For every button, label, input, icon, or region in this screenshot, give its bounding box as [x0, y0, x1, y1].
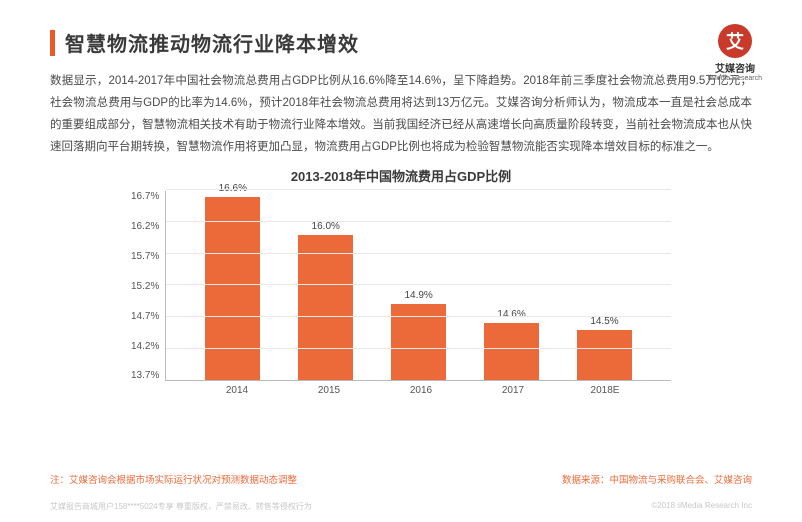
y-tick-label: 14.7%: [131, 311, 159, 322]
x-tick-label: 2018E: [575, 385, 635, 396]
bar-value-label: 14.5%: [590, 316, 618, 327]
logo-text-cn: 艾媒咨询: [715, 60, 755, 75]
bars-container: 16.6%16.0%14.9%14.6%14.5%: [166, 191, 671, 380]
y-tick-label: 13.7%: [131, 370, 159, 381]
grid-line: [166, 316, 671, 317]
x-tick-label: 2016: [391, 385, 451, 396]
bar: [577, 330, 632, 381]
logo-text-en: iiMedia Research: [708, 75, 762, 82]
bar-group: 14.9%: [389, 290, 449, 380]
y-tick-label: 15.2%: [131, 281, 159, 292]
chart-title: 2013-2018年中国物流费用占GDP比例: [50, 166, 752, 185]
bar-value-label: 14.9%: [404, 290, 432, 301]
page-title: 智慧物流推动物流行业降本增效: [65, 28, 359, 57]
grid-line: [166, 348, 671, 349]
bar-group: 16.0%: [296, 221, 356, 381]
bar-group: 16.6%: [203, 183, 263, 381]
watermark-right: ©2018 iiMedia Research Inc: [651, 501, 752, 512]
bar-value-label: 14.6%: [497, 309, 525, 320]
chart-area: 16.7%16.2%15.7%15.2%14.7%14.2%13.7% 16.6…: [131, 191, 671, 381]
x-tick-label: 2015: [299, 385, 359, 396]
plot-area: 16.6%16.0%14.9%14.6%14.5%: [165, 191, 671, 381]
footer-source: 数据来源：中国物流与采购联合会、艾媒咨询: [562, 472, 752, 486]
title-accent-bar: [50, 30, 55, 56]
y-tick-label: 16.7%: [131, 191, 159, 202]
bar-value-label: 16.0%: [312, 221, 340, 232]
logo-icon: 艾: [718, 24, 752, 58]
y-axis: 16.7% 16.2% 15.7% 15.2% 14.7% 14.2% 13.7%: [131, 191, 165, 381]
y-tick-label: 15.7%: [131, 251, 159, 262]
brand-logo: 艾 艾媒咨询 iiMedia Research: [708, 24, 762, 82]
bar: [205, 197, 260, 381]
x-axis: 2014 2015 2016 2017 2018E: [171, 385, 671, 396]
page: 智慧物流推动物流行业降本增效 艾 艾媒咨询 iiMedia Research 数…: [0, 0, 802, 522]
footer-note: 注：艾媒咨询会根据市场实际运行状况对预测数据动态调整: [50, 472, 297, 486]
chart: 16.7%16.2%15.7%15.2%14.7%14.2%13.7% 16.6…: [131, 191, 671, 396]
watermark-left: 艾媒报告商城用户158****5024专享 尊重版权，严禁易改、转售等侵权行为: [50, 501, 312, 512]
x-tick-label: 2017: [483, 385, 543, 396]
grid-line: [166, 284, 671, 285]
bar: [298, 235, 353, 381]
body-paragraph: 数据显示，2014-2017年中国社会物流总费用占GDP比例从16.6%降至14…: [50, 71, 752, 158]
bar-value-label: 16.6%: [219, 183, 247, 194]
grid-line: [166, 221, 671, 222]
watermark: 艾媒报告商城用户158****5024专享 尊重版权，严禁易改、转售等侵权行为 …: [0, 501, 802, 512]
header: 智慧物流推动物流行业降本增效: [50, 28, 752, 57]
x-tick-label: 2014: [207, 385, 267, 396]
y-tick-label: 16.2%: [131, 221, 159, 232]
grid-line: [166, 253, 671, 254]
y-tick-label: 14.2%: [131, 341, 159, 352]
bar-group: 14.6%: [482, 309, 542, 380]
bar: [484, 323, 539, 380]
grid-line: [166, 189, 671, 190]
chart-footer: 注：艾媒咨询会根据市场实际运行状况对预测数据动态调整 数据来源：中国物流与采购联…: [50, 472, 752, 486]
